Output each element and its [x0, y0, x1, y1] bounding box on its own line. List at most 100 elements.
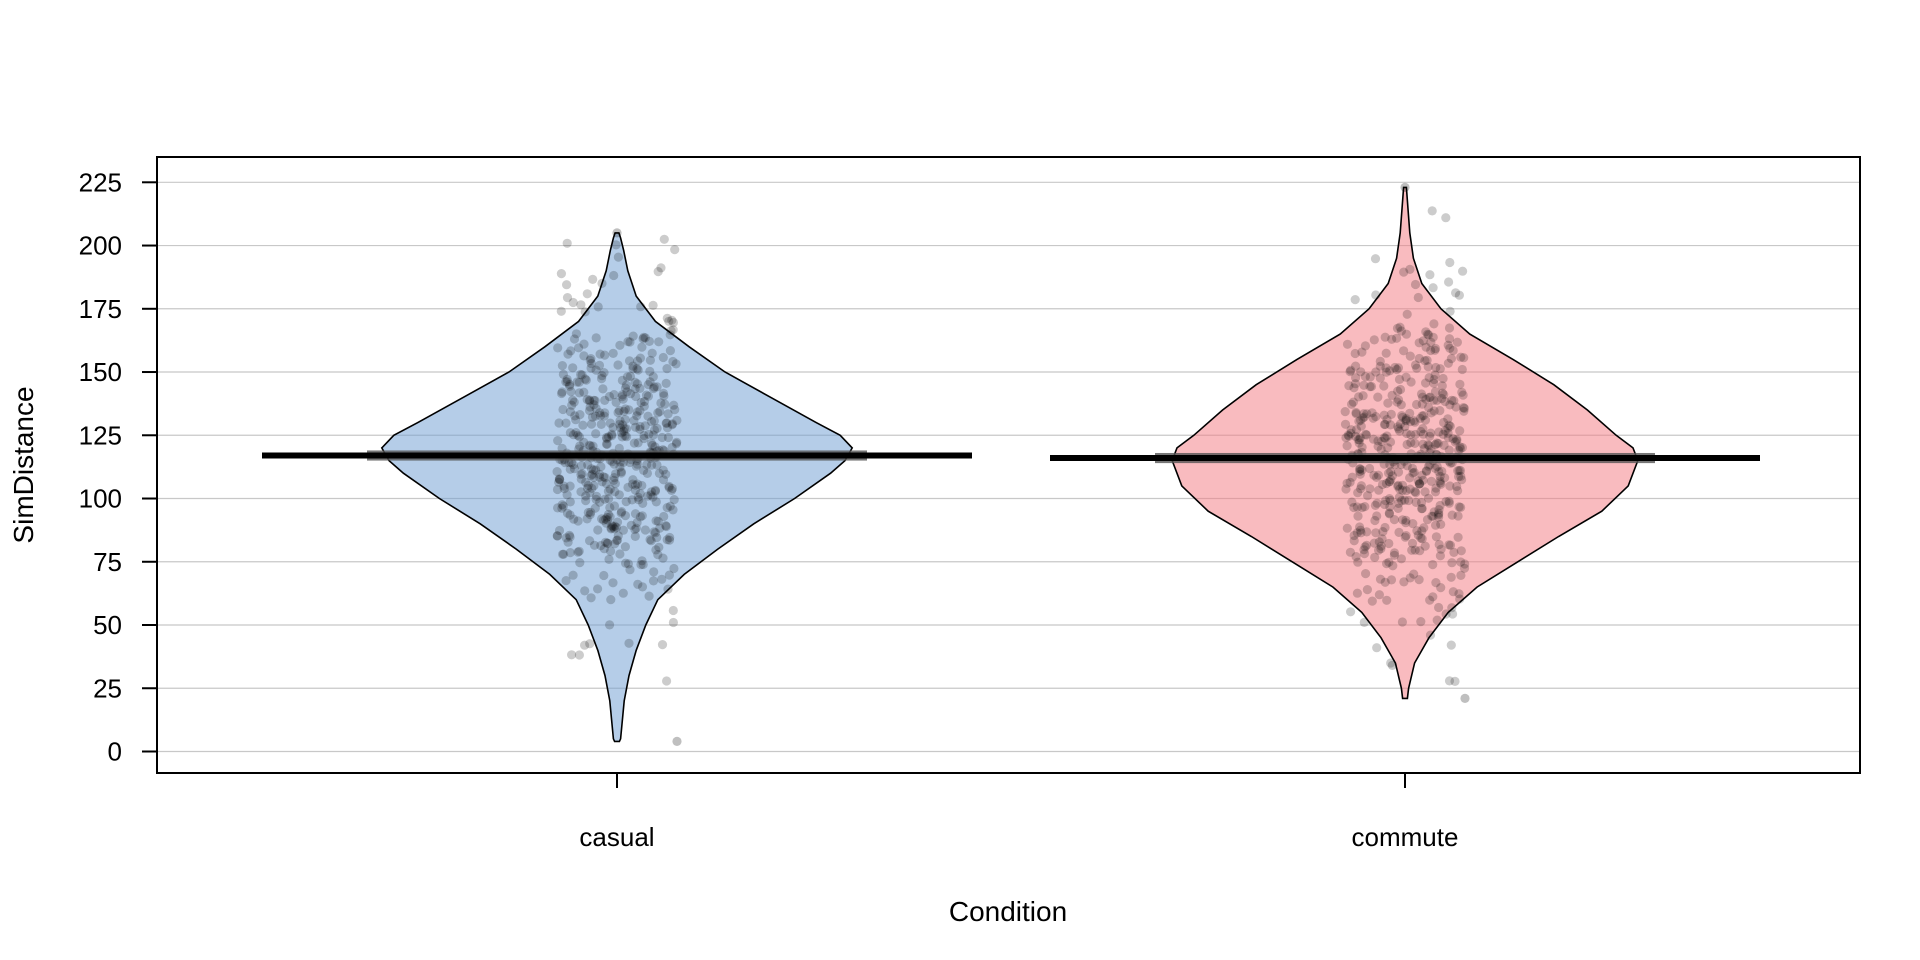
data-point [569, 334, 580, 344]
data-point [668, 605, 678, 616]
data-point [555, 474, 565, 485]
data-point [1399, 346, 1409, 356]
data-point [1351, 409, 1361, 419]
data-point [636, 302, 646, 312]
data-point [625, 371, 636, 381]
data-point [1382, 595, 1392, 605]
data-point [1429, 319, 1439, 329]
data-point [1384, 494, 1395, 504]
data-point [658, 388, 669, 398]
data-point [583, 460, 593, 470]
data-point [662, 313, 672, 323]
data-point [1357, 347, 1367, 357]
data-point [1435, 500, 1445, 511]
data-point [630, 480, 641, 490]
data-point [1408, 468, 1418, 478]
x-axis: casual commute [579, 773, 1458, 852]
data-point [1369, 470, 1379, 480]
data-point [1379, 410, 1389, 420]
data-point [1433, 438, 1443, 449]
data-point [1342, 523, 1352, 533]
data-point [1456, 570, 1466, 581]
data-point [623, 482, 633, 492]
data-point [1430, 487, 1441, 497]
data-point [1387, 390, 1397, 400]
data-point [667, 315, 677, 325]
data-point [1395, 419, 1405, 429]
data-point [667, 485, 677, 495]
data-point [1343, 430, 1353, 440]
data-point [588, 274, 598, 284]
data-point [1381, 478, 1391, 489]
data-point [594, 360, 605, 370]
data-point [581, 375, 591, 385]
data-point [1459, 563, 1470, 573]
data-point [654, 468, 665, 478]
data-point [1428, 511, 1438, 521]
data-point [1359, 617, 1369, 628]
data-point [1377, 436, 1387, 447]
data-point [664, 316, 674, 326]
data-point [606, 595, 616, 605]
data-point [667, 419, 678, 429]
data-point [554, 525, 565, 536]
data-point [1429, 374, 1439, 385]
data-point [652, 460, 662, 470]
data-point [568, 570, 578, 580]
data-point [1428, 283, 1438, 293]
data-point [1396, 400, 1406, 410]
data-point [655, 523, 665, 533]
data-point [610, 539, 620, 549]
data-point [621, 380, 632, 390]
data-point [1374, 485, 1384, 495]
data-point [1414, 479, 1424, 489]
data-point [628, 331, 638, 341]
data-point [1389, 548, 1400, 558]
x-tick-label-casual: casual [579, 822, 654, 852]
data-point [1411, 488, 1421, 498]
data-point [630, 485, 641, 495]
data-point [1460, 559, 1470, 569]
data-point [1424, 393, 1434, 403]
data-point [1397, 617, 1407, 627]
data-point [569, 397, 579, 407]
data-point [576, 487, 586, 497]
data-point [1393, 363, 1404, 373]
data-point [1398, 412, 1408, 422]
data-point [1382, 559, 1392, 569]
data-point [1455, 426, 1465, 436]
data-point [1362, 527, 1372, 537]
data-point [1418, 475, 1428, 485]
data-point [1380, 433, 1390, 443]
data-point [635, 406, 645, 416]
data-point [556, 269, 567, 279]
data-point [653, 267, 663, 277]
data-point [654, 542, 664, 552]
data-point [1458, 390, 1468, 400]
data-point [566, 387, 576, 397]
data-point [1392, 323, 1403, 333]
data-point [565, 381, 575, 391]
data-point [1350, 379, 1360, 389]
data-point [1458, 266, 1468, 276]
data-point [626, 520, 636, 530]
data-point [591, 403, 601, 414]
data-point [589, 400, 599, 410]
data-point [1421, 394, 1431, 404]
data-point [1365, 484, 1375, 494]
data-point [601, 479, 612, 489]
data-point [579, 387, 589, 397]
data-point [625, 389, 636, 399]
data-point [1385, 477, 1395, 487]
data-point [587, 483, 597, 493]
data-point [1380, 522, 1390, 533]
data-point [1386, 475, 1396, 485]
data-point [1373, 441, 1383, 451]
data-point [1426, 345, 1436, 356]
data-point [624, 405, 634, 415]
data-point [1360, 502, 1370, 512]
data-point [643, 491, 653, 501]
data-point [1377, 479, 1388, 490]
data-point [1427, 206, 1437, 216]
data-point [658, 553, 668, 563]
